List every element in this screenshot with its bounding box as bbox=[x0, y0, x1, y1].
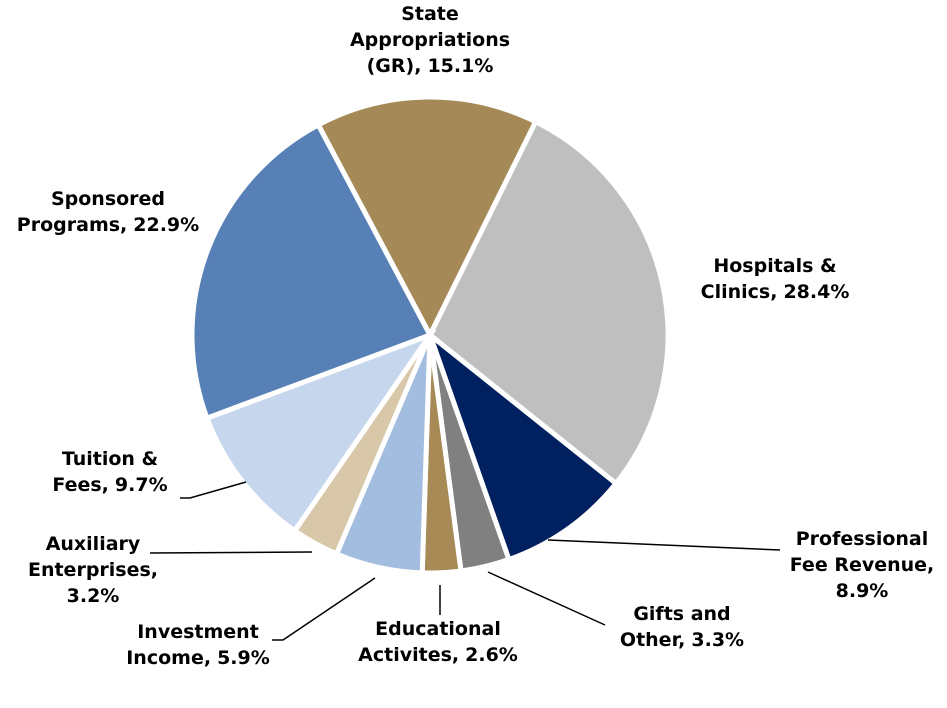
data-label: Gifts and Other, 3.3% bbox=[620, 603, 744, 651]
label-line: (GR), bbox=[367, 55, 422, 77]
data-label: Hospitals & Clinics, 28.4% bbox=[701, 255, 850, 303]
data-label: Tuition & Fees, 9.7% bbox=[52, 448, 167, 496]
leader-line bbox=[487, 571, 606, 626]
label-line: Programs, bbox=[17, 214, 127, 236]
data-label: Auxiliary Enterprises, 3.2% bbox=[28, 533, 158, 607]
label-line: Investment bbox=[137, 621, 259, 643]
value-label: 2.6% bbox=[465, 644, 518, 666]
value-label: 3.2% bbox=[67, 585, 120, 607]
label-line: Hospitals & bbox=[713, 255, 836, 277]
pie-slice bbox=[314, 94, 540, 341]
label-line: Other, bbox=[620, 629, 685, 651]
label-line: Professional bbox=[796, 528, 929, 550]
data-label: Professional Fee Revenue, 8.9% bbox=[790, 528, 935, 602]
value-label: 9.7% bbox=[115, 474, 168, 496]
label-line: State bbox=[401, 3, 459, 25]
label-line: Appropriations bbox=[350, 29, 510, 51]
value-label: 8.9% bbox=[836, 580, 889, 602]
data-label: State Appropriations (GR), 15.1% bbox=[350, 3, 510, 77]
label-line: Sponsored bbox=[51, 188, 165, 210]
value-label: 22.9% bbox=[133, 214, 199, 236]
value-label: 28.4% bbox=[783, 281, 849, 303]
label-line: Enterprises, bbox=[28, 559, 158, 581]
label-line: Gifts and bbox=[633, 603, 730, 625]
leader-line bbox=[180, 481, 247, 499]
value-label: 5.9% bbox=[217, 647, 270, 669]
label-line: Fee Revenue, bbox=[790, 554, 935, 576]
data-label: Educational Activites, 2.6% bbox=[358, 618, 518, 666]
label-line: Tuition & bbox=[62, 448, 158, 470]
pie-slice bbox=[426, 118, 671, 487]
leader-line bbox=[149, 551, 313, 554]
leader-line bbox=[272, 577, 376, 641]
label-line: Fees, bbox=[52, 474, 109, 496]
value-label: 15.1% bbox=[427, 55, 493, 77]
pie-slice bbox=[424, 327, 620, 563]
data-label: Investment Income, 5.9% bbox=[126, 621, 270, 669]
data-label: Sponsored Programs, 22.9% bbox=[17, 188, 199, 236]
leader-line bbox=[547, 539, 781, 551]
pie-slice bbox=[203, 329, 437, 535]
label-line: Auxiliary bbox=[46, 533, 141, 555]
label-line: Income, bbox=[126, 647, 211, 669]
label-line: Educational bbox=[375, 618, 501, 640]
pie-slice bbox=[189, 121, 434, 422]
value-label: 3.3% bbox=[691, 629, 744, 651]
label-line: Activites, bbox=[358, 644, 459, 666]
label-line: Clinics, bbox=[701, 281, 778, 303]
